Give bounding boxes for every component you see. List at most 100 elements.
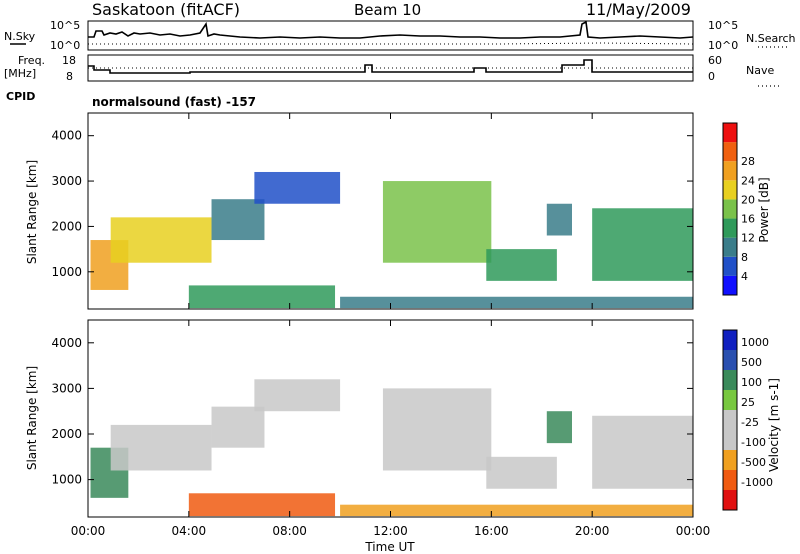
data-band — [546, 411, 572, 444]
data-band — [382, 388, 492, 471]
cpid-value: normalsound (fast) -157 — [92, 95, 256, 109]
nsky-frame — [87, 20, 694, 51]
colorbar-tick-label: -100 — [741, 436, 766, 449]
y-tick-label: 4000 — [51, 129, 82, 143]
data-band — [211, 199, 265, 241]
power-panel: 4000 3000 2000 1000 Slant Range [km] 28 24 20… — [25, 112, 771, 310]
cpid-label: CPID — [6, 90, 35, 103]
data-band — [486, 249, 557, 281]
colorbar-segment — [723, 237, 737, 257]
data-band — [340, 296, 693, 309]
data-band — [188, 493, 336, 517]
colorbar-tick-label: 8 — [741, 251, 748, 264]
colorbar-segment — [723, 256, 737, 276]
y-tick-label: 3000 — [51, 381, 82, 395]
x-tick-label: 00:00 — [676, 524, 711, 538]
nsearch-trace — [88, 42, 694, 45]
data-band — [592, 415, 693, 489]
colorbar-tick-label: 16 — [741, 213, 755, 226]
y-tick-label: 2000 — [51, 219, 82, 233]
data-band — [254, 379, 341, 412]
freq-label-1: Freq. — [18, 54, 45, 67]
velocity-bands — [90, 379, 693, 517]
colorbar-frame — [722, 329, 738, 511]
y-tick-label: 4000 — [51, 336, 82, 350]
colorbar-tick-label: 20 — [741, 193, 755, 206]
x-tick-label: 20:00 — [575, 524, 610, 538]
nsearch-tick-top: 10^5 — [708, 19, 738, 32]
colorbar-segment — [723, 123, 737, 143]
nsky-trace — [88, 20, 694, 39]
nsky-tick-bottom: 10^0 — [50, 39, 80, 52]
velocity-colorbar-label: Velocity [m s-1] — [767, 378, 781, 472]
colorbar-tick-label: 1000 — [741, 336, 769, 349]
colorbar-segment — [723, 161, 737, 181]
y-tick-label: 2000 — [51, 427, 82, 441]
y-tick-label: 1000 — [51, 265, 82, 279]
colorbar-tick-label: 25 — [741, 396, 755, 409]
colorbar-tick-label: -500 — [741, 456, 766, 469]
velocity-ylabel: Slant Range [km] — [25, 366, 39, 470]
time-axis: 00:00 04:00 08:00 12:00 16:00 20:00 00:00 — [71, 113, 711, 538]
y-tick-label: 1000 — [51, 473, 82, 487]
nave-tick-top: 60 — [708, 54, 722, 67]
colorbar-segment — [723, 142, 737, 162]
colorbar-frame — [722, 122, 738, 296]
x-tick-label: 00:00 — [71, 524, 106, 538]
velocity-y-axis: 4000 3000 2000 1000 — [51, 336, 693, 487]
colorbar-tick-label: 28 — [741, 155, 755, 168]
colorbar-segment — [723, 470, 737, 490]
colorbar-segment — [723, 410, 737, 430]
x-tick-label: 16:00 — [474, 524, 509, 538]
colorbar-segment — [723, 330, 737, 350]
power-colorbar-label: Power [dB] — [757, 177, 771, 242]
power-ylabel: Slant Range [km] — [25, 160, 39, 264]
data-band — [382, 181, 492, 263]
data-band — [546, 203, 572, 236]
velocity-panel: 4000 3000 2000 1000 Slant Range [km] 1000 50… — [25, 319, 781, 518]
freq-label-2: [MHz] — [4, 67, 36, 80]
freq-frame — [87, 54, 694, 82]
data-band — [592, 208, 693, 281]
velocity-colorbar: 1000 500 100 25 -25 -100 -500 -1000 — [722, 329, 773, 511]
colorbar-segment — [723, 199, 737, 219]
nsearch-tick-bottom: 10^0 — [708, 39, 738, 52]
colorbar-tick-label: 500 — [741, 356, 762, 369]
freq-trace — [88, 59, 693, 74]
data-band — [211, 406, 265, 448]
data-band — [188, 285, 336, 309]
colorbar-tick-label: 12 — [741, 232, 755, 245]
nsky-label: N.Sky — [4, 30, 36, 43]
freq-panel: Freq. [MHz] 18 8 60 0 Nave — [4, 54, 780, 87]
colorbar-segment — [723, 350, 737, 370]
data-band — [110, 424, 212, 471]
beam-title: Beam 10 — [354, 1, 421, 19]
colorbar-tick-label: -1000 — [741, 476, 773, 489]
colorbar-tick-label: -25 — [741, 416, 759, 429]
colorbar-segment — [723, 218, 737, 238]
colorbar-segment — [723, 430, 737, 450]
colorbar-segment — [723, 275, 737, 295]
x-tick-label: 08:00 — [272, 524, 307, 538]
x-tick-label: 04:00 — [172, 524, 207, 538]
time-xlabel: Time UT — [364, 540, 415, 554]
station-title: Saskatoon (fitACF) — [92, 0, 240, 19]
colorbar-tick-label: 4 — [741, 270, 748, 283]
y-tick-label: 3000 — [51, 174, 82, 188]
colorbar-segment — [723, 450, 737, 470]
nsky-tick-top: 10^5 — [50, 19, 80, 32]
date-title: 11/May/2009 — [586, 0, 691, 19]
colorbar-segment — [723, 370, 737, 390]
nave-label: Nave — [746, 64, 774, 77]
power-colorbar: 28 24 20 16 12 8 4 — [722, 122, 755, 296]
power-bands — [90, 171, 693, 309]
nsearch-label: N.Search — [746, 32, 796, 45]
colorbar-segment — [723, 390, 737, 410]
x-tick-label: 12:00 — [373, 524, 408, 538]
colorbar-segment — [723, 490, 737, 510]
data-band — [110, 217, 212, 263]
colorbar-segment — [723, 180, 737, 200]
data-band — [254, 171, 341, 204]
nave-tick-bottom: 0 — [708, 70, 715, 83]
